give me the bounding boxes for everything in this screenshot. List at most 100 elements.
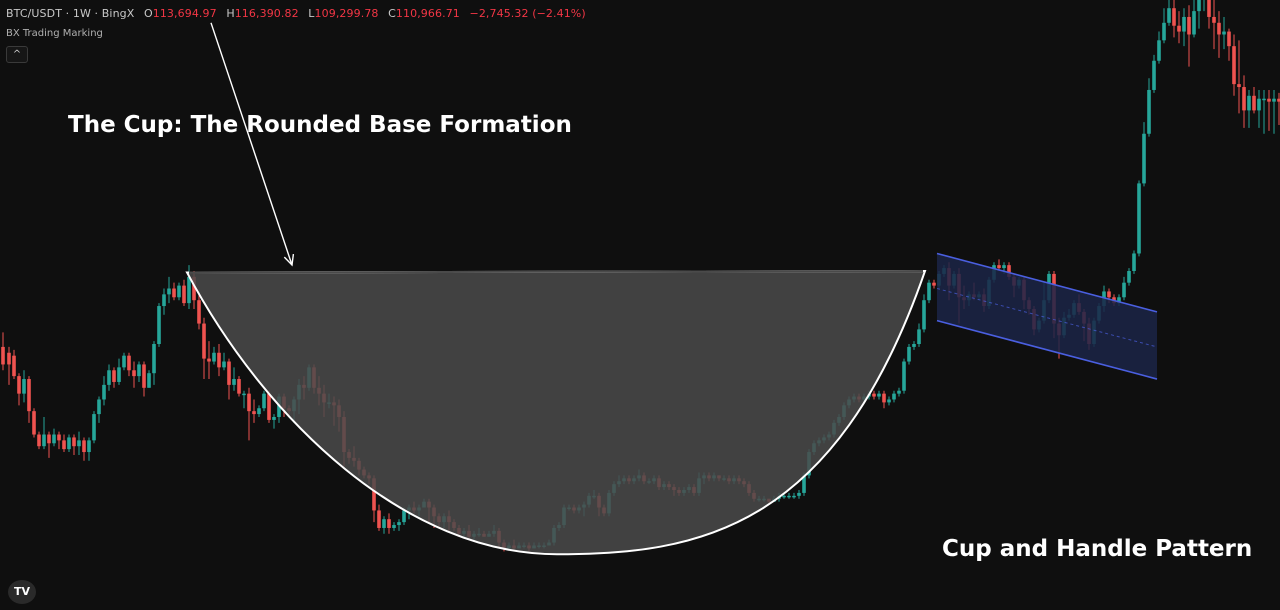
cup-rim: [188, 270, 924, 274]
candle-body: [272, 417, 276, 420]
candle-body: [97, 399, 101, 415]
candle-body: [222, 361, 226, 368]
candle-body: [1167, 8, 1171, 23]
candle-body: [1172, 8, 1176, 26]
candle-body: [1107, 291, 1111, 298]
candle-body: [102, 384, 106, 400]
candle-body: [877, 393, 881, 397]
candle-body: [7, 352, 11, 365]
candle-body: [1177, 25, 1181, 32]
candle-body: [17, 376, 21, 394]
candle-body: [132, 370, 136, 377]
indicator-name[interactable]: BX Trading Marking: [6, 28, 103, 39]
candle-body: [397, 522, 401, 526]
candle-body: [207, 358, 211, 362]
candle-body: [897, 390, 901, 394]
candle-body: [1212, 16, 1216, 23]
handle-channel-upper-line: [936, 252, 1158, 313]
candle-body: [1, 346, 5, 365]
candle-body: [137, 364, 141, 377]
candle-body: [1267, 98, 1271, 102]
low-label: L: [308, 7, 315, 20]
candle-body: [227, 361, 231, 385]
candle-body: [172, 288, 176, 298]
candle-body: [907, 346, 911, 362]
candle-body: [72, 437, 76, 447]
high-value: 116,390.82: [234, 7, 299, 20]
candle-body: [792, 495, 796, 498]
candle-body: [212, 352, 216, 362]
handle-channel: [937, 253, 1157, 380]
candle-body: [122, 355, 126, 368]
candle-body: [1117, 297, 1121, 304]
candle-body: [1147, 89, 1151, 134]
close-value: 110,966.71: [395, 7, 460, 20]
candle-body: [47, 434, 51, 444]
candle-body: [142, 364, 146, 388]
candle-body: [237, 379, 241, 394]
candle-body: [42, 434, 46, 447]
handle-channel-midline: [936, 288, 1158, 348]
candle-body: [192, 276, 196, 301]
candle-body: [1192, 11, 1196, 35]
candle-body: [882, 393, 886, 403]
interval[interactable]: 1W: [72, 7, 91, 20]
candle-body: [377, 510, 381, 528]
candle-body: [52, 434, 56, 444]
candle-body: [1187, 16, 1191, 35]
candle-body: [1162, 22, 1166, 41]
candle-body: [1122, 282, 1126, 298]
candle-body: [1132, 253, 1136, 271]
candle-body: [802, 475, 806, 493]
arrow-head-icon: [283, 254, 295, 267]
annotation-arrow: [210, 22, 293, 266]
candle-body: [927, 282, 931, 301]
candle-body: [1237, 84, 1241, 88]
candle-body: [1197, 0, 1201, 12]
candle-body: [107, 370, 111, 385]
candle-body: [152, 344, 156, 374]
candle-body: [157, 306, 161, 344]
symbol-name[interactable]: BTC/USDT: [6, 7, 63, 20]
candle-body: [1182, 16, 1186, 32]
candle-body: [1002, 265, 1006, 269]
chevron-up-icon[interactable]: ^: [6, 46, 28, 63]
candle-body: [997, 265, 1001, 269]
candle-body: [1157, 40, 1161, 61]
candle-body: [932, 282, 936, 286]
open-value: 113,694.97: [152, 7, 217, 20]
candle-body: [922, 300, 926, 330]
candle-body: [182, 285, 186, 304]
candle-body: [887, 399, 891, 403]
candle-body: [1262, 98, 1266, 101]
candle-body: [917, 329, 921, 344]
low-value: 109,299.78: [314, 7, 379, 20]
candle-body: [217, 352, 221, 368]
pattern-label: Cup and Handle Pattern: [942, 536, 1252, 562]
candle-body: [402, 510, 406, 523]
exchange: BingX: [101, 7, 135, 20]
candle-body: [67, 437, 71, 450]
candle-body: [1277, 98, 1280, 102]
tradingview-logo-icon[interactable]: TV: [8, 580, 36, 604]
candle-body: [872, 393, 876, 397]
candle-body: [1137, 183, 1141, 254]
candle-body: [1152, 60, 1156, 90]
candle-body: [77, 440, 81, 447]
candle-body: [1257, 98, 1261, 111]
candle-body: [112, 370, 116, 382]
candle-body: [127, 355, 131, 371]
candle-body: [92, 414, 96, 441]
candle-body: [232, 379, 236, 385]
candle-body: [22, 379, 26, 394]
candle-body: [1142, 133, 1146, 184]
candle-body: [392, 525, 396, 528]
candle-body: [62, 440, 66, 450]
candle-body: [1232, 46, 1236, 85]
candle-body: [147, 373, 151, 388]
candle-body: [1252, 95, 1256, 111]
close-label: C: [388, 7, 396, 20]
candle-body: [32, 411, 36, 435]
candle-body: [267, 393, 271, 420]
